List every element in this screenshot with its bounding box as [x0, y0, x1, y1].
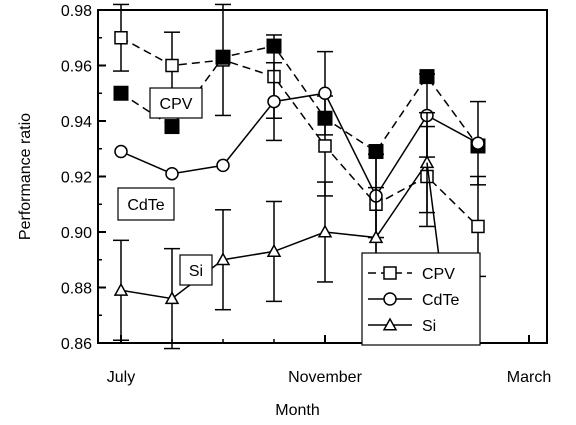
- series-layer: [113, 3, 486, 350]
- data-point-triangle-open: [382, 317, 398, 331]
- data-point-square-filled: [215, 49, 231, 65]
- series-line: [120, 92, 479, 198]
- x-tick-label: July: [107, 369, 135, 386]
- annotation-cdte: CdTe: [117, 187, 175, 221]
- annotation-si: Si: [179, 254, 213, 286]
- data-point-square-open: [114, 31, 128, 45]
- legend-item-cdte: CdTe: [368, 292, 459, 309]
- annotation-label: CdTe: [127, 197, 164, 214]
- legend-label: CPV: [422, 266, 455, 283]
- annotation-box: [117, 187, 175, 221]
- annotation-box: [149, 87, 203, 119]
- data-point-triangle-open: [215, 252, 231, 266]
- data-point-square-open: [165, 58, 179, 73]
- y-tick-label: 0.86: [61, 336, 92, 353]
- axis-ticks: 0.86 0.88 0.90 0.92 0.94 0.96 0.98 July November…: [61, 3, 551, 386]
- data-point-square-filled: [266, 38, 282, 54]
- legend-box: [361, 252, 481, 346]
- data-point-circle-open: [216, 158, 230, 173]
- data-point-circle-open: [267, 94, 281, 109]
- annotation-box: [179, 254, 213, 286]
- y-axis-title: Performance ratio: [17, 113, 34, 240]
- y-tick-label: 0.88: [61, 281, 92, 298]
- y-tick-label: 0.96: [61, 59, 92, 76]
- annotation-cpv: CPV: [149, 87, 203, 119]
- data-point-circle-open: [318, 86, 332, 100]
- y-tick-label: 0.98: [61, 3, 92, 20]
- y-tick-label: 0.90: [61, 225, 92, 242]
- x-tick-label: March: [507, 369, 551, 386]
- legend-item-cpv: CPV: [368, 266, 455, 283]
- data-point-square-filled: [164, 119, 180, 135]
- y-tick-label: 0.94: [61, 114, 92, 131]
- y-tick-label: 0.92: [61, 170, 92, 187]
- data-point-triangle-open: [113, 282, 129, 296]
- data-point-square-open: [383, 266, 397, 280]
- annotation-label: Si: [189, 263, 203, 280]
- data-point-circle-open: [383, 292, 397, 306]
- legend: CPV CdTe Si: [361, 252, 481, 346]
- data-point-square-open: [318, 139, 332, 153]
- annotation-label: CPV: [160, 96, 193, 113]
- data-point-circle-open: [471, 136, 485, 150]
- data-point-square-open: [471, 219, 485, 234]
- series-si: [113, 111, 451, 350]
- data-point-circle-open: [165, 166, 179, 181]
- series-line: [120, 37, 479, 227]
- data-point-square-filled: [113, 85, 129, 101]
- data-point-triangle-open: [317, 224, 333, 238]
- data-point-triangle-open: [368, 230, 384, 244]
- series-cpv: [113, 3, 486, 278]
- data-point-triangle-open: [164, 291, 180, 305]
- data-point-triangle-open: [266, 243, 282, 257]
- data-point-circle-open: [114, 144, 128, 159]
- x-axis-title: Month: [275, 402, 319, 419]
- x-tick-label: November: [288, 369, 362, 386]
- legend-label: CdTe: [422, 292, 459, 309]
- legend-item-si: Si: [368, 317, 436, 335]
- annotation-layer: CPV CdTe Si: [117, 87, 213, 286]
- legend-label: Si: [422, 318, 436, 335]
